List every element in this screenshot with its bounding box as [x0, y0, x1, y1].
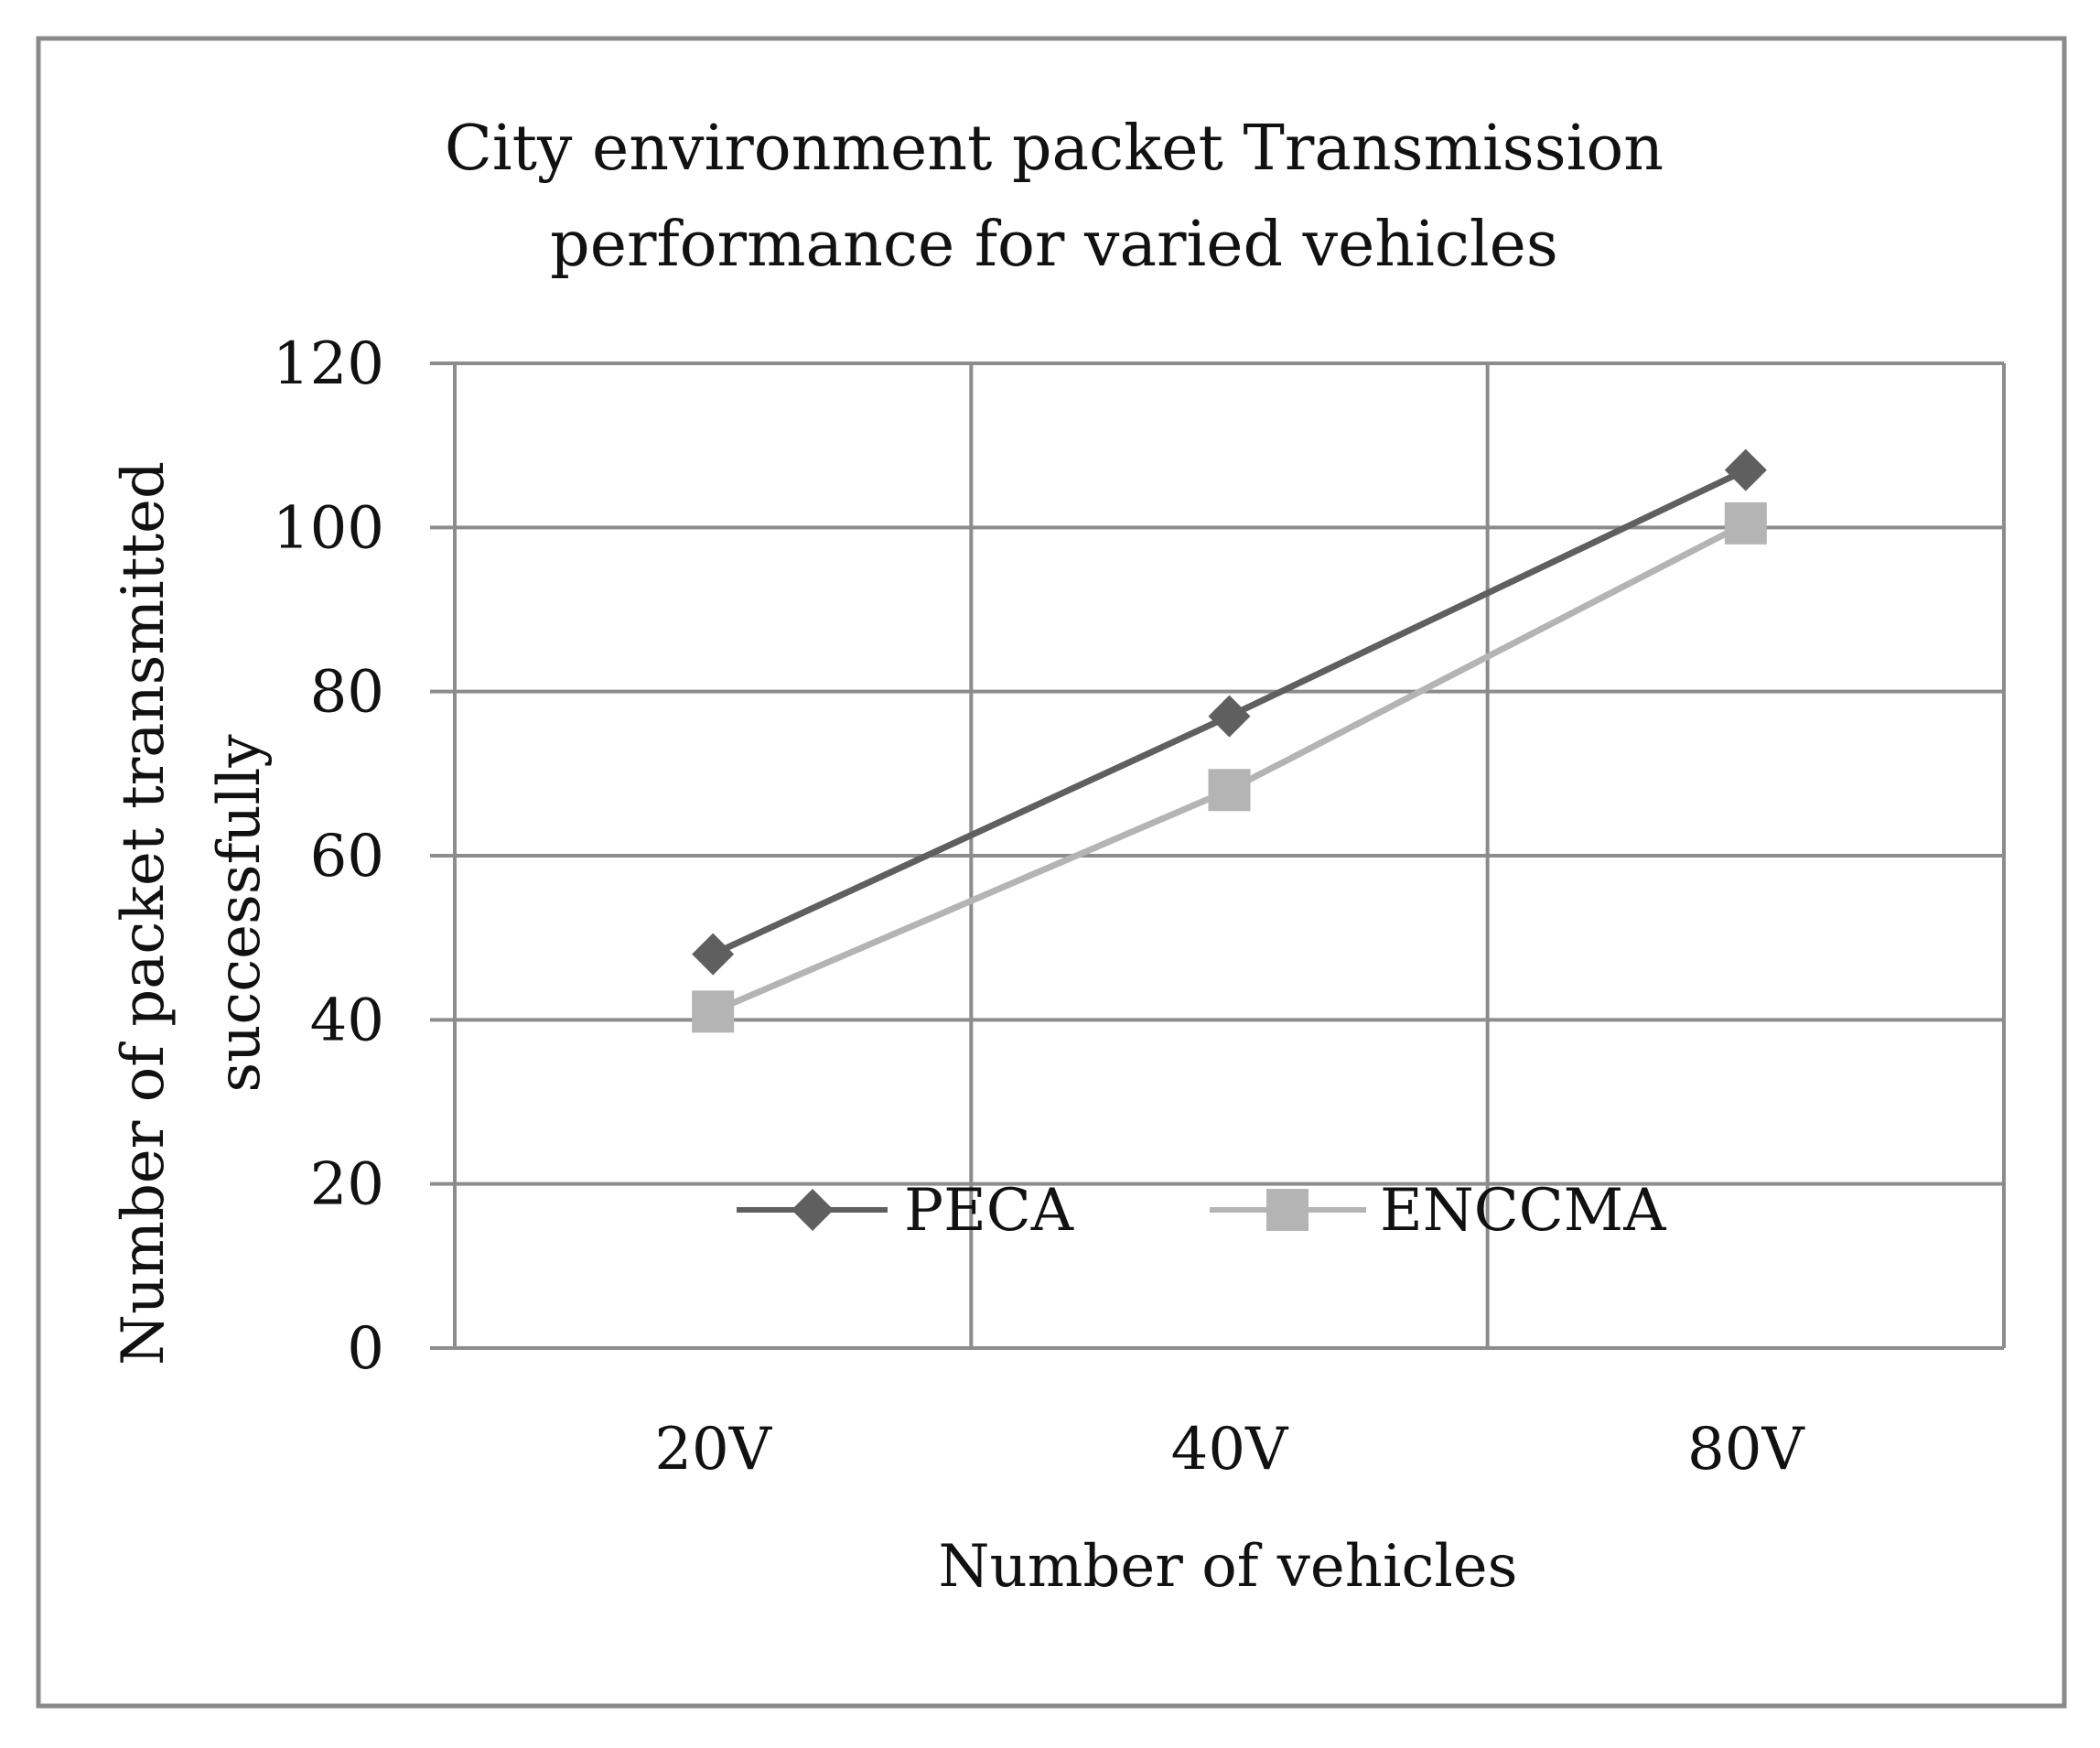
y-tick-label-80: 80 — [310, 659, 384, 727]
chart-title-line-2: performance for varied vehicles — [550, 209, 1558, 281]
legend-label-enccma: ENCCMA — [1380, 1177, 1666, 1245]
data-point-peca-20v — [692, 933, 735, 976]
x-tick-labels: 20V 40V 80V — [654, 1416, 1805, 1484]
data-series — [692, 448, 1767, 1033]
x-tick-label-40v: 40V — [1171, 1416, 1289, 1484]
x-axis-title: Number of vehicles — [939, 1533, 1518, 1601]
chart-title-line-1: City environment packet Transmission — [445, 113, 1664, 185]
y-tick-label-40: 40 — [310, 987, 384, 1054]
data-point-enccma-80v — [1724, 502, 1767, 545]
legend-marker-peca — [792, 1189, 834, 1231]
y-axis-title-line-1: Number of packet transmitted — [110, 461, 178, 1365]
y-axis-title-line-2: successfully — [206, 734, 274, 1092]
legend-marker-enccma — [1266, 1189, 1308, 1231]
y-axis-title: Number of packet transmitted successfull… — [110, 461, 274, 1365]
y-tick-label-20: 20 — [310, 1151, 384, 1219]
y-tick-labels: 0 20 40 60 80 100 120 — [273, 330, 384, 1383]
x-tick-label-80v: 80V — [1687, 1416, 1805, 1484]
legend-label-peca: PECA — [904, 1177, 1074, 1245]
y-tick-label-0: 0 — [347, 1315, 384, 1383]
y-tick-label-100: 100 — [273, 494, 384, 562]
y-tick-label-60: 60 — [310, 823, 384, 890]
data-point-enccma-20v — [692, 990, 735, 1033]
y-tick-label-120: 120 — [273, 330, 384, 398]
data-point-peca-40v — [1208, 695, 1251, 738]
x-tick-label-20v: 20V — [654, 1416, 772, 1484]
data-point-enccma-40v — [1208, 769, 1251, 812]
chart-frame — [36, 36, 2067, 1709]
data-point-peca-80v — [1724, 448, 1767, 491]
legend: PECA ENCCMA — [737, 1177, 1666, 1245]
